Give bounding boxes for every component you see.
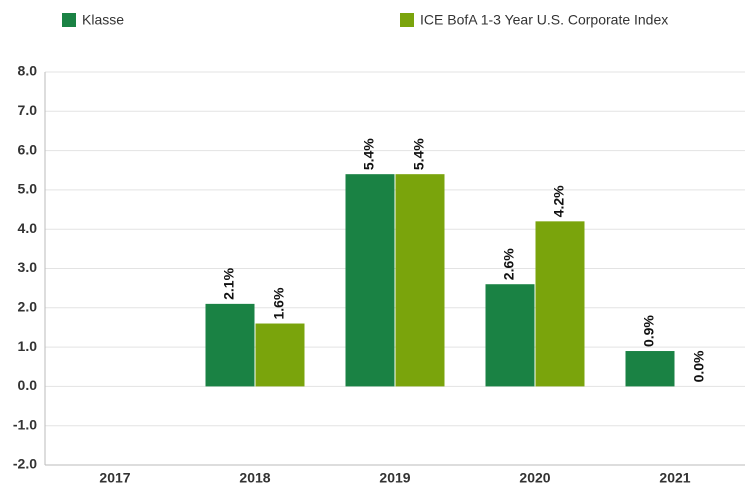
y-tick-label: 5.0: [18, 181, 38, 197]
value-label: 4.2%: [551, 185, 567, 217]
x-tick-label: 2020: [519, 470, 550, 486]
y-tick-label: 0.0: [18, 377, 38, 393]
bar: [535, 221, 585, 387]
legend-label: Klasse: [82, 12, 124, 28]
bar: [255, 323, 305, 387]
y-tick-label: 4.0: [18, 220, 38, 236]
y-tick-label: 1.0: [18, 338, 38, 354]
y-tick-label: 7.0: [18, 102, 38, 118]
value-label: 5.4%: [361, 138, 377, 170]
y-tick-label: 2.0: [18, 299, 38, 315]
bar: [395, 174, 445, 387]
bar: [625, 351, 675, 387]
y-tick-label: 3.0: [18, 259, 38, 275]
x-tick-label: 2018: [239, 470, 270, 486]
bar: [205, 303, 255, 387]
y-tick-label: -2.0: [13, 456, 37, 472]
value-label: 2.6%: [501, 248, 517, 280]
value-label: 1.6%: [271, 287, 287, 319]
bar: [485, 284, 535, 387]
y-tick-label: 6.0: [18, 141, 38, 157]
legend-swatch: [400, 13, 414, 27]
x-tick-label: 2021: [659, 470, 690, 486]
bar: [345, 174, 395, 387]
legend-label: ICE BofA 1-3 Year U.S. Corporate Index: [420, 12, 668, 28]
y-tick-label: -1.0: [13, 416, 37, 432]
value-label: 2.1%: [221, 267, 237, 299]
x-tick-label: 2019: [379, 470, 410, 486]
legend-swatch: [62, 13, 76, 27]
value-label: 0.0%: [691, 350, 707, 382]
value-label: 0.9%: [641, 315, 657, 347]
x-tick-label: 2017: [99, 470, 130, 486]
y-tick-label: 8.0: [18, 63, 38, 79]
value-label: 5.4%: [411, 138, 427, 170]
